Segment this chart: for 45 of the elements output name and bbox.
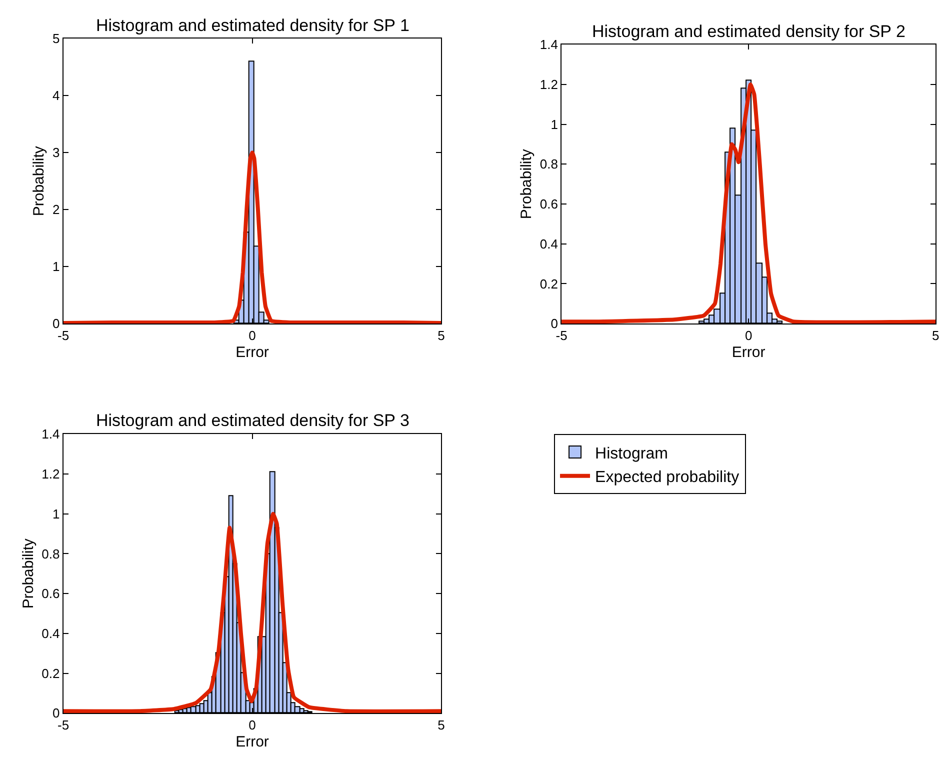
x-axis-title: Error bbox=[236, 344, 269, 362]
y-tick-label: 5 bbox=[52, 31, 60, 46]
x-tick-label: -5 bbox=[58, 718, 70, 733]
y-tick-label: 0 bbox=[52, 316, 60, 332]
x-tick-label: 5 bbox=[438, 718, 445, 733]
y-tick-label: 0 bbox=[52, 706, 60, 721]
x-tick-label: 0 bbox=[248, 328, 256, 344]
legend-label: Expected probability bbox=[595, 469, 740, 486]
y-tick-label: 1 bbox=[550, 116, 558, 132]
y-tick-label: 0.6 bbox=[540, 196, 558, 212]
x-axis-title: Error bbox=[236, 734, 269, 751]
y-tick-label: 1.4 bbox=[540, 37, 558, 52]
legend-label: Histogram bbox=[595, 445, 668, 462]
x-tick-label: 5 bbox=[438, 328, 445, 344]
y-tick-label: 0.2 bbox=[540, 276, 558, 292]
y-tick-label: 0.6 bbox=[42, 586, 60, 602]
y-tick-label: 0.4 bbox=[540, 236, 558, 252]
y-tick-label: 4 bbox=[52, 88, 60, 104]
chart-title: Histogram and estimated density for SP 3 bbox=[96, 411, 410, 430]
x-tick-label: -5 bbox=[556, 328, 568, 344]
y-tick-label: 0.2 bbox=[42, 666, 60, 681]
line-series bbox=[63, 150, 442, 324]
x-tick-label: 0 bbox=[744, 328, 752, 344]
y-tick-label: 0.4 bbox=[42, 626, 60, 641]
y-tick-label: 1.2 bbox=[540, 77, 558, 92]
x-tick-label: 0 bbox=[248, 718, 256, 733]
x-tick-label: 5 bbox=[932, 328, 940, 344]
chart-title: Histogram and estimated density for SP 2 bbox=[592, 22, 906, 41]
y-tick-label: 2 bbox=[52, 202, 60, 218]
line-series bbox=[63, 512, 442, 714]
y-tick-label: 1 bbox=[52, 259, 60, 274]
chart-title: Histogram and estimated density for SP 1 bbox=[96, 16, 410, 35]
y-tick-label: 1 bbox=[52, 506, 60, 522]
y-tick-label: 3 bbox=[52, 145, 60, 160]
line-series bbox=[562, 82, 936, 324]
x-axis-title: Error bbox=[732, 344, 766, 362]
y-tick-label: 0.8 bbox=[42, 546, 60, 562]
x-tick-label: -5 bbox=[58, 328, 70, 344]
y-tick-label: 0.8 bbox=[540, 156, 558, 172]
y-tick-label: 1.4 bbox=[42, 426, 60, 442]
y-tick-label: 1.2 bbox=[42, 466, 60, 482]
y-axis-title: Probability bbox=[518, 148, 536, 220]
y-axis-title: Probability bbox=[20, 538, 37, 609]
y-tick-label: 0 bbox=[550, 316, 558, 332]
y-axis-title: Probability bbox=[30, 146, 48, 216]
